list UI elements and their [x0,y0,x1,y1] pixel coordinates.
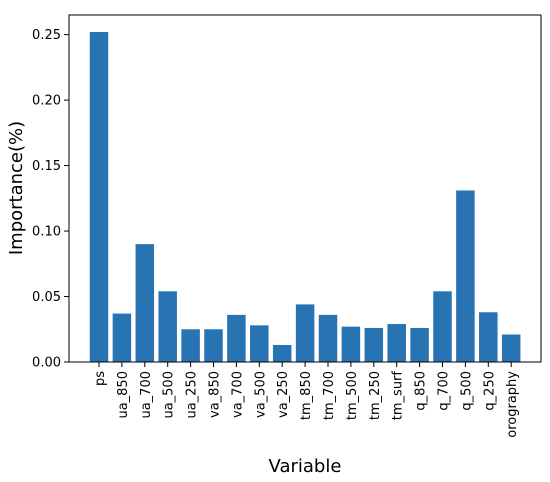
x-tick-label: q_250 [482,371,497,411]
bar-ua_500 [158,291,177,362]
bar-va_700 [227,314,246,362]
x-tick-label: tm_500 [345,371,360,420]
bar-ua_700 [135,244,155,362]
bar-q_850 [410,327,429,362]
bars [89,32,521,363]
y-tick-label: 0.25 [32,28,61,43]
bar-tm_250 [364,327,384,362]
x-tick-label: va_500 [253,371,268,418]
x-axis-ticks: ps ua_850 ua_700 ua_500 ua_250 va_850 va_700 va… [93,362,520,438]
y-axis-ticks: 0.00 0.05 0.10 0.15 0.20 0.25 [32,28,69,371]
x-tick-label: q_500 [459,371,474,411]
x-tick-label: ua_850 [116,371,131,419]
x-tick-label: ua_250 [185,371,200,419]
bar-tm_850 [295,304,315,362]
bar-q_250 [479,312,498,362]
x-axis-label: Variable [269,456,342,477]
x-tick-label: ps [93,371,108,386]
y-tick-label: 0.00 [32,356,61,371]
x-tick-label: tm_250 [368,371,383,420]
x-tick-label: va_700 [230,371,245,418]
x-tick-label: ua_700 [139,371,154,419]
bar-va_250 [272,344,292,362]
bar-tm_500 [341,326,361,362]
x-tick-label: q_700 [437,371,452,411]
x-tick-label: q_850 [414,371,429,411]
x-tick-label: va_250 [276,371,291,418]
y-axis-label: Importance(%) [6,121,27,255]
y-tick-label: 0.20 [32,94,61,109]
bar-q_500 [456,190,475,362]
bar-ua_250 [181,329,200,362]
x-tick-label: ua_500 [162,371,177,419]
bar-ps [89,32,109,363]
x-tick-label: tm_700 [322,371,337,420]
bar-q_700 [433,291,452,362]
y-tick-label: 0.10 [32,225,61,240]
bar-orography [501,334,521,362]
x-tick-label: orography [505,371,520,438]
x-tick-label: tm_surf [391,371,406,421]
y-tick-label: 0.15 [32,159,61,174]
bar-va_850 [204,329,223,362]
x-tick-label: va_850 [208,371,223,418]
bar-va_500 [250,325,269,362]
y-tick-label: 0.05 [32,290,61,305]
x-tick-label: tm_850 [299,371,314,420]
bar-tm_surf [387,324,406,362]
bar-tm_700 [318,314,338,362]
bar-ua_850 [112,313,132,362]
plot-frame [68,14,542,363]
